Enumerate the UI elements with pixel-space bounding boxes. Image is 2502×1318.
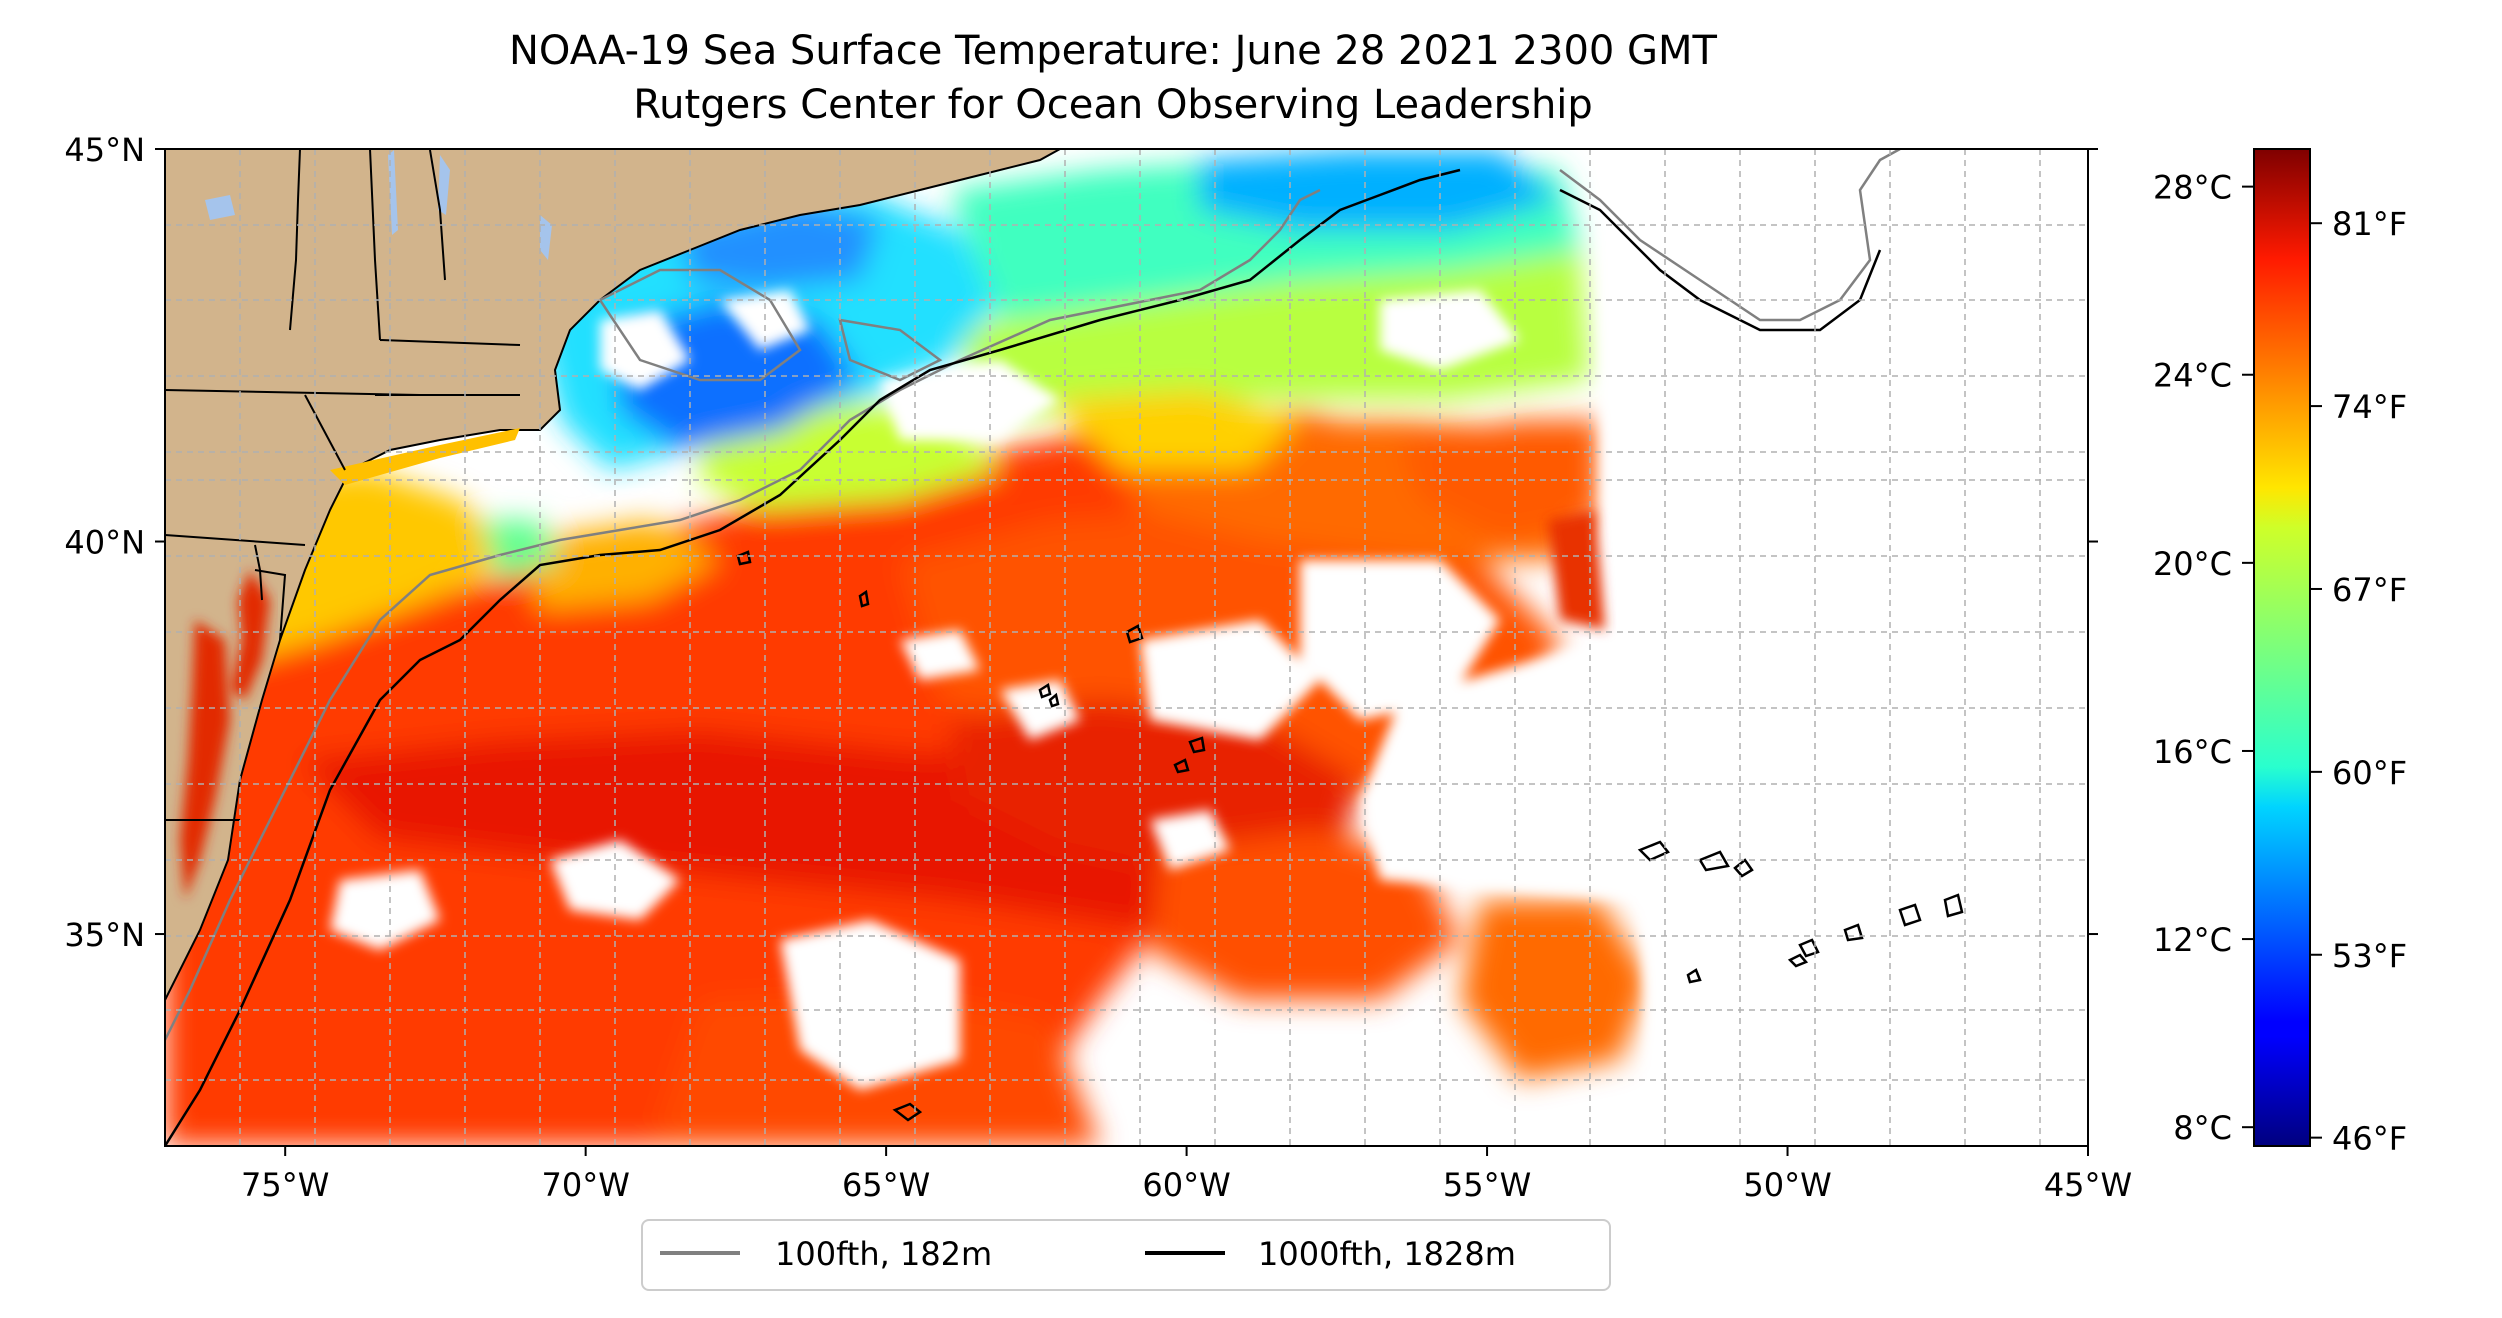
celsius-tick-label: 8°C [2173,1109,2232,1147]
colorbar-celsius-axis: 8°C 12°C 16°C 20°C 24°C 28°C [2153,169,2254,1147]
legend-label-100fth: 100fth, 182m [775,1235,992,1273]
lon-tick-label: 60°W [1142,1166,1230,1204]
latitude-axis: 45°N 40°N 35°N [64,131,2098,954]
lon-tick-label: 75°W [241,1166,329,1204]
fahrenheit-tick-label: 81°F [2332,205,2407,243]
colorbar-gradient [2253,148,2311,1147]
lon-tick-label: 65°W [842,1166,930,1204]
colorbar-fahrenheit-axis: 46°F 53°F 60°F 67°F 74°F 81°F [2310,205,2407,1158]
lon-tick-label: 70°W [541,1166,629,1204]
sst-field [165,150,2088,1146]
lat-tick-label: 45°N [64,131,145,169]
land [165,149,1061,1001]
isobath-100fth [165,149,1901,1041]
fahrenheit-tick-label: 46°F [2332,1120,2407,1158]
lon-tick-label: 55°W [1443,1166,1531,1204]
colorbar: 8°C 12°C 16°C 20°C 24°C 28°C 46°F 53°F 60°F 67°F… [2153,148,2407,1158]
legend-box [641,1219,1611,1291]
isobath-1000fth [165,168,1964,1146]
fahrenheit-tick-label: 60°F [2332,754,2407,792]
lon-tick-label: 50°W [1743,1166,1831,1204]
lon-tick-label: 45°W [2044,1166,2132,1204]
celsius-tick-label: 20°C [2153,545,2232,583]
fahrenheit-tick-label: 74°F [2332,388,2407,426]
legend-label-1000fth: 1000fth, 1828m [1258,1235,1516,1273]
celsius-tick-label: 28°C [2153,169,2232,207]
map-frame [164,148,2089,1147]
lat-tick-label: 35°N [64,916,145,954]
fahrenheit-tick-label: 67°F [2332,571,2407,609]
longitude-axis: 75°W 70°W 65°W 60°W 55°W 50°W 45°W [241,1146,2132,1204]
lat-tick-label: 40°N [64,524,145,562]
map-title-line2: Rutgers Center for Ocean Observing Leade… [633,82,1593,128]
celsius-tick-label: 16°C [2153,733,2232,771]
map-title-line1: NOAA-19 Sea Surface Temperature: June 28… [509,28,1718,74]
celsius-tick-label: 24°C [2153,357,2232,395]
legend: 100fth, 182m 1000fth, 1828m [641,1219,1611,1291]
fahrenheit-tick-label: 53°F [2332,937,2407,975]
map-panel: 75°W 70°W 65°W 60°W 55°W 50°W 45°W 45°N 40°N 35°… [64,131,2132,1204]
gridlines [165,149,2088,1146]
celsius-tick-label: 12°C [2153,921,2232,959]
